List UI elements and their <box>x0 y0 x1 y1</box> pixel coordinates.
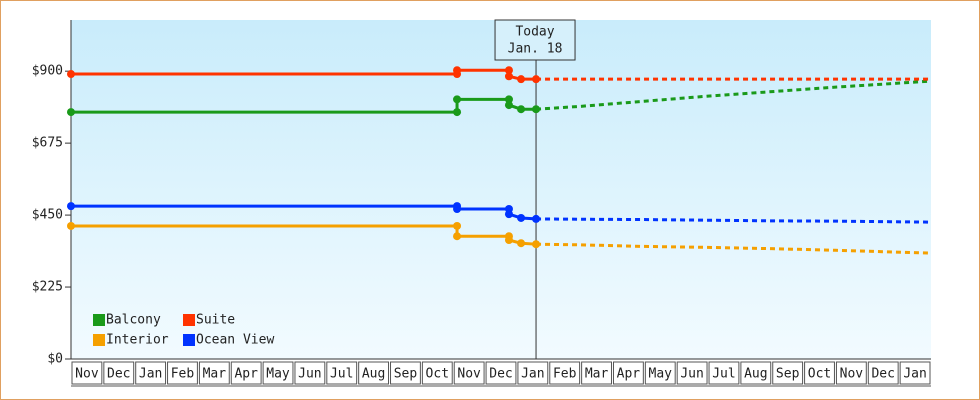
legend-swatch <box>183 334 195 346</box>
y-tick-label: $450 <box>32 208 63 223</box>
legend-label: Suite <box>196 313 235 328</box>
x-tick-label: Jan <box>903 367 926 382</box>
x-category-box <box>485 361 517 385</box>
forecast-line <box>535 79 932 111</box>
x-category-box <box>358 361 390 385</box>
x-category-box <box>262 361 294 385</box>
x-category-box <box>294 361 326 385</box>
x-category-box <box>453 361 485 385</box>
point <box>453 221 462 230</box>
today-label: Today <box>515 25 554 40</box>
x-tick-label: Jul <box>330 367 353 382</box>
y-tick-label: $225 <box>32 280 63 295</box>
x-tick-label: Oct <box>808 367 831 382</box>
today-label: Jan. 18 <box>508 42 563 57</box>
forecast-line <box>536 217 932 224</box>
x-category-box <box>644 361 676 385</box>
x-tick-label: May <box>266 367 290 382</box>
x-category-box <box>198 361 230 385</box>
legend-swatch <box>93 314 105 326</box>
y-tick-label: $0 <box>47 352 63 367</box>
plot-area <box>71 20 931 359</box>
point <box>453 205 462 214</box>
x-category-box <box>421 361 453 385</box>
x-category-box <box>804 361 835 385</box>
x-tick-label: Nov <box>75 367 99 382</box>
x-tick-label: Nov <box>457 367 481 382</box>
point <box>532 105 541 114</box>
x-category-box <box>167 361 198 385</box>
point <box>453 95 462 104</box>
x-tick-label: Jan <box>139 367 162 382</box>
x-tick-label: Apr <box>234 367 258 382</box>
legend-swatch <box>183 314 195 326</box>
x-tick-label: Dec <box>871 367 894 382</box>
x-tick-label: Nov <box>840 367 864 382</box>
point <box>67 108 75 117</box>
y-tick-label: $900 <box>32 64 63 79</box>
point <box>453 232 462 241</box>
x-tick-label: May <box>649 367 673 382</box>
point <box>532 214 541 223</box>
x-tick-label: Mar <box>585 367 609 382</box>
x-tick-label: Jun <box>680 367 703 382</box>
x-category-box <box>517 361 549 385</box>
point <box>504 66 513 75</box>
point <box>67 202 75 211</box>
x-category-box <box>835 361 867 385</box>
x-tick-label: Jan <box>521 367 544 382</box>
x-category-box <box>899 361 931 385</box>
x-category-box <box>71 361 103 385</box>
x-tick-label: Feb <box>171 367 195 382</box>
x-tick-label: Oct <box>426 367 449 382</box>
point <box>453 108 462 117</box>
legend-label: Interior <box>106 333 169 348</box>
x-category-box <box>549 361 581 385</box>
forecast-line <box>536 242 932 255</box>
x-tick-label: Mar <box>203 367 227 382</box>
legend-swatch <box>93 334 105 346</box>
point <box>504 101 513 110</box>
x-tick-label: Sep <box>776 367 800 382</box>
x-category-box <box>676 361 708 385</box>
legend-label: Balcony <box>106 313 161 328</box>
x-category-box <box>867 361 899 385</box>
x-category-box <box>230 361 262 385</box>
point <box>504 236 513 245</box>
x-tick-label: Aug <box>744 367 767 382</box>
point <box>504 95 513 104</box>
point <box>504 72 513 81</box>
x-category-box <box>708 361 740 385</box>
point <box>67 221 75 230</box>
x-category-box <box>740 361 772 385</box>
point <box>504 210 513 219</box>
x-tick-label: Aug <box>362 367 385 382</box>
x-tick-label: Feb <box>553 367 577 382</box>
x-tick-label: Apr <box>617 367 641 382</box>
x-tick-label: Dec <box>489 367 512 382</box>
point <box>517 239 526 248</box>
point <box>532 75 541 84</box>
y-tick-label: $675 <box>32 136 63 151</box>
point <box>67 70 75 79</box>
x-category-box <box>326 361 358 385</box>
point <box>517 105 526 114</box>
point <box>517 75 526 84</box>
today-box <box>494 19 576 61</box>
x-tick-label: Dec <box>107 367 130 382</box>
point <box>453 66 462 75</box>
x-tick-label: Jun <box>298 367 321 382</box>
x-tick-label: Jul <box>712 367 735 382</box>
point <box>532 240 541 249</box>
x-tick-label: Sep <box>394 367 418 382</box>
point <box>517 213 526 222</box>
x-category-box <box>390 361 421 385</box>
x-category-box <box>135 361 167 385</box>
x-category-box <box>103 361 135 385</box>
legend-label: Ocean View <box>196 333 274 348</box>
x-category-box <box>612 361 644 385</box>
x-category-box <box>772 361 804 385</box>
x-category-box <box>581 361 612 385</box>
